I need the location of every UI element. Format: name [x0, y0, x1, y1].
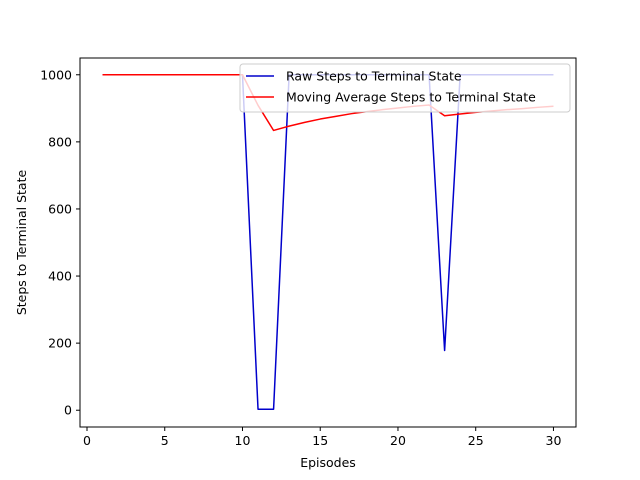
x-tick-label: 10	[235, 433, 251, 448]
x-tick-label: 25	[468, 433, 484, 448]
legend: Raw Steps to Terminal State Moving Avera…	[239, 63, 571, 113]
legend-label-raw: Raw Steps to Terminal State	[286, 69, 462, 84]
x-tick-label: 0	[83, 433, 91, 448]
y-tick-label: 600	[48, 201, 72, 216]
x-axis-label: Episodes	[300, 455, 356, 470]
legend-box	[239, 63, 571, 113]
x-tick-label: 20	[390, 433, 406, 448]
x-axis-ticks: 0 5 10 15 20 25 30	[83, 427, 561, 448]
y-tick-label: 1000	[40, 67, 72, 82]
y-axis-ticks: 0 200 400 600 800 1000	[40, 67, 80, 418]
y-tick-label: 200	[48, 336, 72, 351]
plot-frame	[79, 57, 577, 428]
y-tick-label: 800	[48, 134, 72, 149]
legend-label-moving-average: Moving Average Steps to Terminal State	[286, 90, 536, 105]
x-tick-label: 5	[161, 433, 169, 448]
x-tick-label: 15	[312, 433, 328, 448]
y-tick-label: 0	[64, 403, 72, 418]
x-tick-label: 30	[546, 433, 562, 448]
y-axis-label: Steps to Terminal State	[14, 170, 29, 316]
y-tick-label: 400	[48, 269, 72, 284]
